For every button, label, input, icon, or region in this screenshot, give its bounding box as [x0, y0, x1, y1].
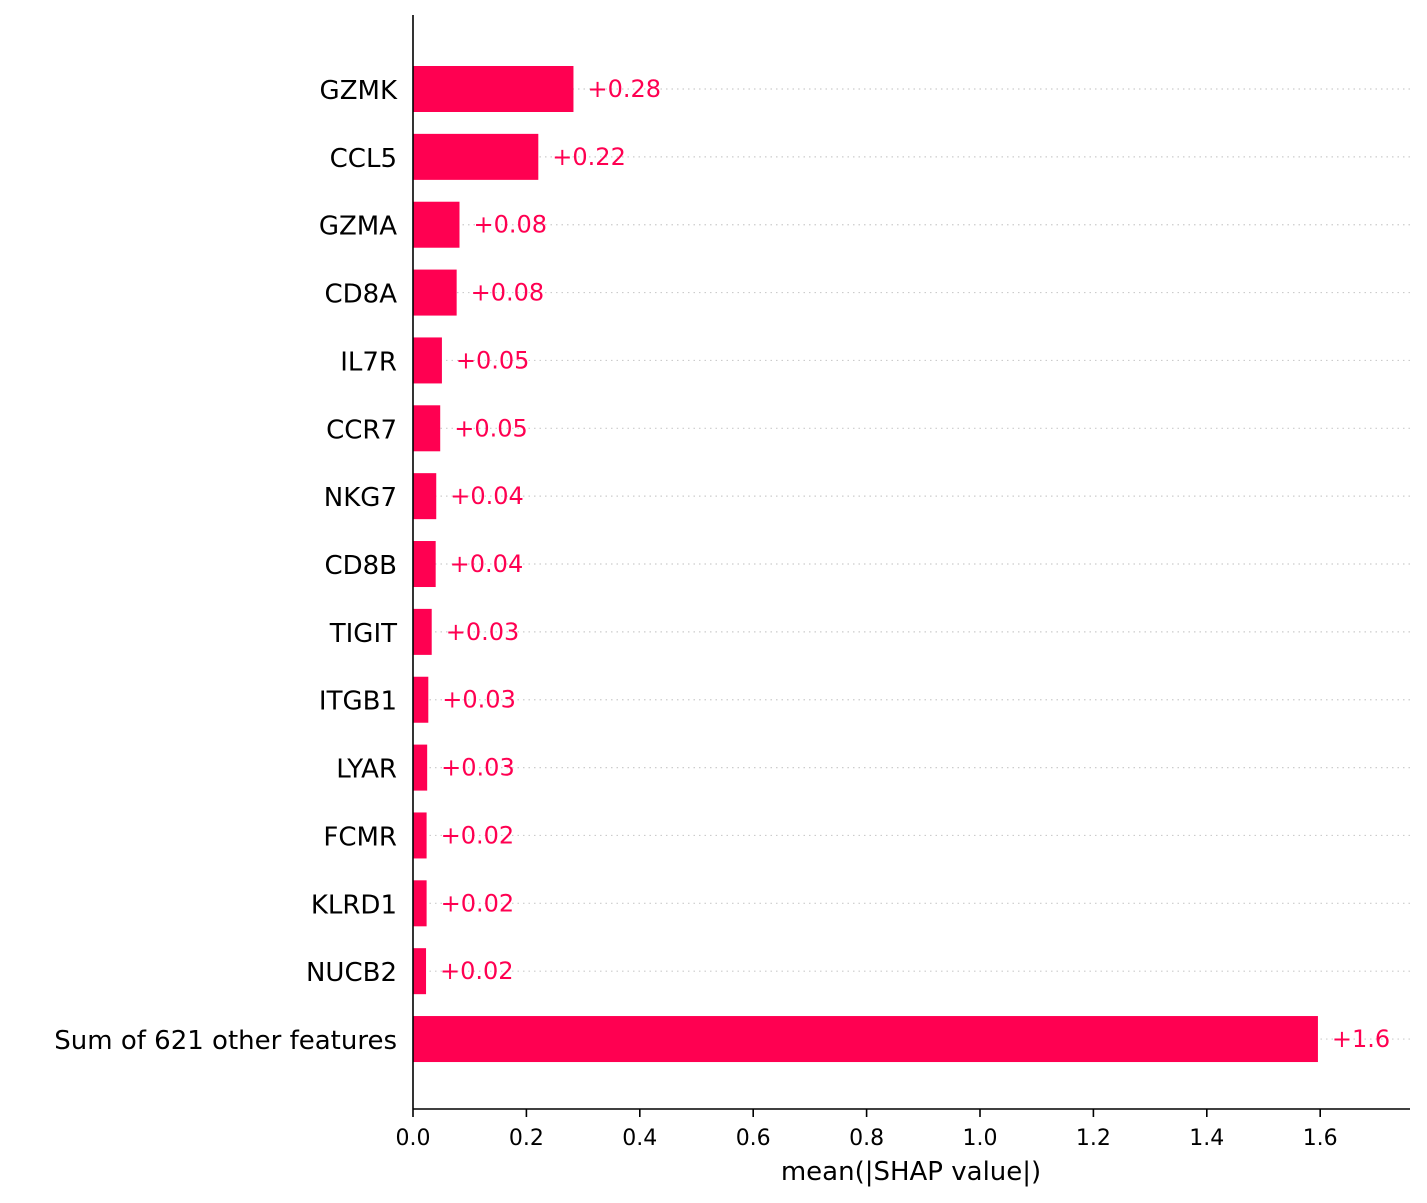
bar	[413, 473, 437, 520]
feature-labels: GZMK CCL5 GZMA CD8A IL7R CCR7 NKG7 CD8B TIGIT ITG…	[54, 76, 398, 1056]
bar	[413, 880, 427, 927]
bar-value-label: +0.05	[454, 414, 528, 442]
bar-value-label: +0.05	[456, 346, 530, 374]
bar	[413, 948, 427, 995]
bar	[413, 744, 428, 791]
bar	[413, 541, 436, 588]
feature-label: CD8B	[324, 551, 397, 581]
feature-label: Sum of 621 other features	[54, 1026, 397, 1056]
bar-value-label: +1.6	[1332, 1025, 1390, 1053]
feature-label: CD8A	[324, 280, 397, 310]
bar-value-label: +0.22	[552, 143, 626, 171]
x-tick-label: 1.0	[963, 1126, 998, 1151]
bar	[413, 608, 432, 655]
x-axis-title: mean(|SHAP value|)	[781, 1157, 1041, 1187]
bar	[413, 66, 574, 112]
bar	[413, 405, 441, 452]
value-labels: +0.28 +0.22 +0.08 +0.08 +0.05 +0.05 +0.04 +0.04…	[440, 75, 1390, 1053]
feature-label: FCMR	[323, 822, 397, 852]
feature-label: GZMK	[320, 76, 398, 106]
x-tick-label: 0.4	[622, 1126, 657, 1151]
bar	[413, 201, 460, 248]
x-tick-label: 0.0	[396, 1126, 431, 1151]
bar-value-label: +0.02	[440, 957, 514, 985]
bars	[413, 66, 1318, 1063]
x-tick-label: 1.4	[1189, 1126, 1224, 1151]
x-tick-label: 0.6	[736, 1126, 771, 1151]
x-tick-label: 1.6	[1303, 1126, 1338, 1151]
feature-label: NUCB2	[306, 958, 397, 988]
feature-label: TIGIT	[329, 619, 397, 649]
gridlines	[413, 88, 1410, 1040]
bar-value-label: +0.08	[471, 279, 545, 307]
x-tick-label: 1.2	[1076, 1126, 1111, 1151]
bar	[413, 133, 539, 180]
feature-label: LYAR	[336, 755, 397, 785]
bar-value-label: +0.04	[450, 550, 524, 578]
bar	[413, 1016, 1318, 1063]
bar-value-label: +0.04	[450, 482, 524, 510]
bar	[413, 676, 429, 723]
bar	[413, 812, 427, 859]
axes: 0.0 0.2 0.4 0.6 0.8 1.0 1.2 1.4 1.6	[396, 15, 1410, 1151]
x-tick-label: 0.8	[849, 1126, 884, 1151]
bar-value-label: +0.03	[446, 618, 520, 646]
feature-label: NKG7	[324, 483, 397, 513]
feature-label: KLRD1	[311, 890, 397, 920]
bar-value-label: +0.03	[441, 754, 515, 782]
bar-value-label: +0.02	[441, 889, 515, 917]
feature-label: GZMA	[319, 212, 397, 242]
feature-label: CCR7	[326, 415, 397, 445]
x-tick-label: 0.2	[509, 1126, 544, 1151]
bar-value-label: +0.02	[441, 821, 515, 849]
bar	[413, 337, 442, 384]
feature-label: ITGB1	[319, 687, 397, 717]
feature-label: IL7R	[340, 347, 397, 377]
bar	[413, 269, 457, 316]
bar-value-label: +0.03	[442, 686, 516, 714]
bar-value-label: +0.28	[587, 75, 661, 103]
feature-label: CCL5	[330, 144, 397, 174]
bar-value-label: +0.08	[473, 211, 547, 239]
